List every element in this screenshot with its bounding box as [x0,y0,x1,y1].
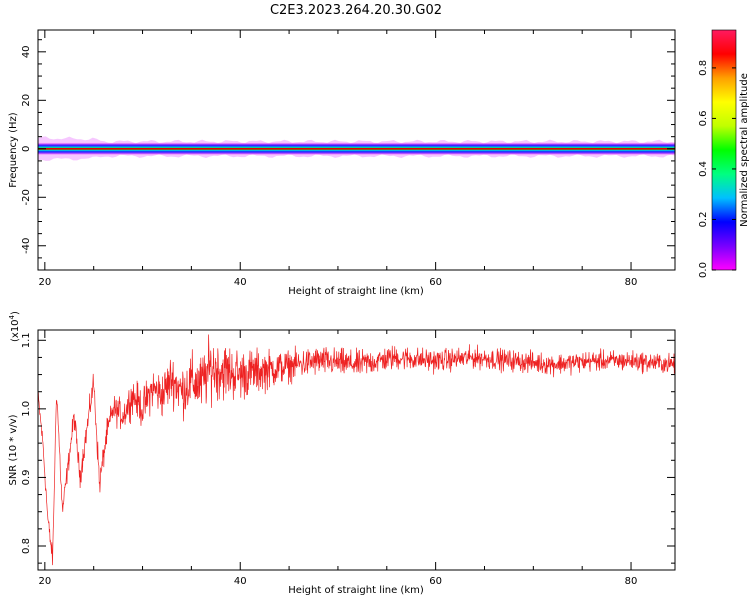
x-tick-label: 20 [38,576,51,587]
svg-text:(x104): (x104) [8,311,21,342]
y-tick-label: 0 [21,146,32,152]
snr-axes: 20 40 60 80 0.8 0.9 1.0 1.1 [21,330,675,587]
spectrogram-ylabel: Frequency (Hz) [8,112,19,188]
colorbar-tick-label: 0.8 [698,60,709,76]
x-tick-label: 80 [625,277,638,288]
x-tick-label: 80 [625,576,638,587]
y-tick-label: 1.1 [21,332,32,348]
snr-scale-prefix: (x10 [10,319,21,342]
snr-scale-close: ) [10,311,21,315]
x-tick-label: 60 [429,277,442,288]
y-tick-label: -40 [21,238,32,254]
x-tick-label: 40 [234,277,247,288]
y-tick-label: 0.8 [21,538,32,554]
spectral-band [38,136,675,161]
snr-panel: 20 40 60 80 0.8 0.9 1.0 1.1 Height of straight … [8,311,676,596]
colorbar-label: Normalized spectral amplitude [739,73,750,227]
y-tick-label: 40 [21,45,32,58]
colorbar-tick-label: 0.6 [698,110,709,126]
snr-xlabel: Height of straight line (km) [288,585,424,596]
y-tick-label: 20 [21,94,32,107]
colorbar-gradient [711,29,737,271]
snr-ylabel: SNR (10 * v/v) [8,414,19,485]
colorbar-tick-label: 0.0 [698,262,709,278]
spectrogram-axes: 20 40 60 80 -40 -20 0 20 40 [21,30,675,288]
y-tick-label: -20 [21,189,32,205]
spectrogram-xlabel: Height of straight line (km) [288,286,424,297]
snr-frame [37,329,676,571]
x-tick-label: 40 [234,576,247,587]
y-tick-label: 0.9 [21,469,32,485]
colorbar-ticks: 0.0 0.2 0.4 0.6 0.8 [698,60,736,278]
x-tick-label: 20 [38,277,51,288]
spectrogram-frame [37,29,676,271]
y-tick-label: 1.0 [21,401,32,417]
figure-title: C2E3.2023.264.20.30.G02 [270,3,442,18]
colorbar: 0.0 0.2 0.4 0.6 0.8 Normalized spectral ampl… [698,29,750,278]
snr-scale-label: (x104) [8,311,21,342]
snr-scale-exponent: 4 [8,314,16,319]
colorbar-tick-label: 0.2 [698,212,709,228]
colorbar-tick-label: 0.4 [698,161,709,177]
x-tick-label: 60 [429,576,442,587]
spectrogram-panel: 20 40 60 80 -40 -20 0 20 40 Height of straight l… [8,29,676,297]
snr-series-line [38,334,675,566]
